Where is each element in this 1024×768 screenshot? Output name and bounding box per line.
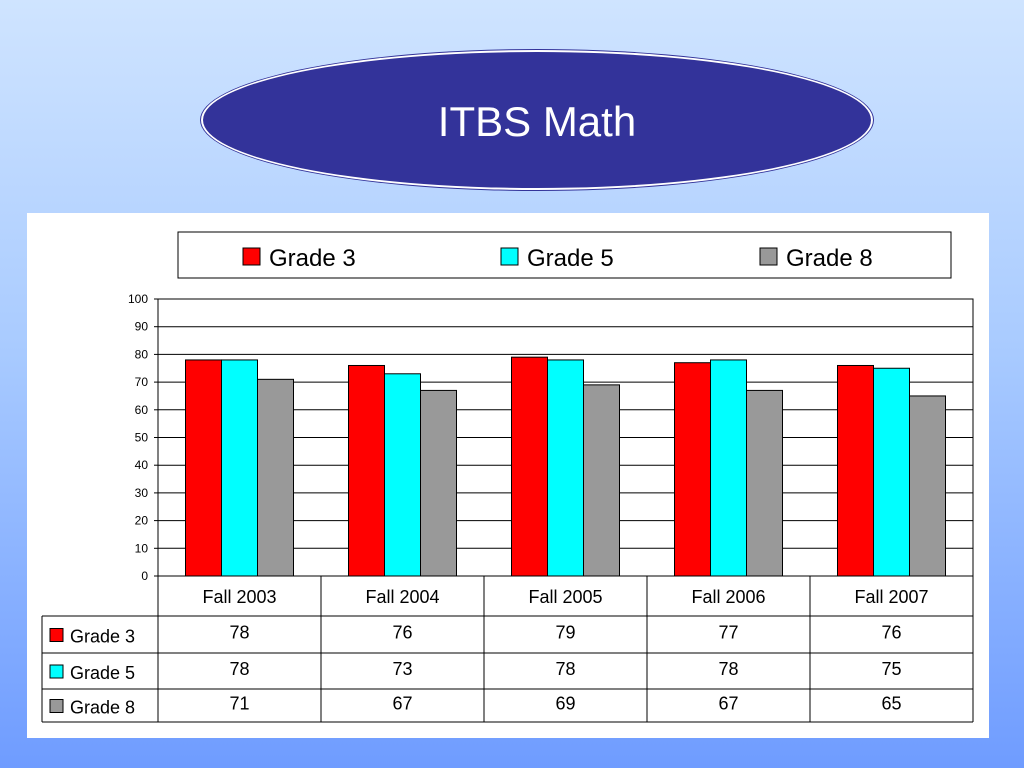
table-value: 69 bbox=[555, 694, 575, 714]
title-oval: ITBS Math bbox=[203, 52, 871, 188]
table-value: 79 bbox=[555, 623, 575, 643]
table-value: 76 bbox=[392, 623, 412, 643]
table-value: 78 bbox=[718, 659, 738, 679]
y-tick-label: 10 bbox=[135, 541, 149, 555]
bar-grade-3-fall-2004 bbox=[348, 364, 385, 577]
table-value: 71 bbox=[229, 694, 249, 714]
table-series-label: Grade 5 bbox=[70, 663, 135, 683]
y-tick-label: 90 bbox=[135, 320, 149, 334]
y-tick-label: 50 bbox=[135, 431, 149, 445]
legend-label: Grade 8 bbox=[786, 245, 873, 272]
y-tick-label: 100 bbox=[128, 292, 148, 306]
bar-grade-3-fall-2005 bbox=[511, 356, 548, 577]
table-series-label: Grade 3 bbox=[70, 627, 135, 647]
y-tick-label: 70 bbox=[135, 375, 149, 389]
y-tick-label: 30 bbox=[135, 486, 149, 500]
legend-label: Grade 3 bbox=[269, 245, 356, 272]
bar-grade-8-fall-2007 bbox=[909, 395, 946, 577]
table-value: 78 bbox=[229, 623, 249, 643]
chart-panel: 0 10 20 30 40 50 60 70 80 90 100 Grade 3 Grade 5 Grad… bbox=[27, 213, 989, 738]
y-tick-label: 60 bbox=[135, 403, 149, 417]
legend-box bbox=[177, 231, 952, 279]
legend-label: Grade 5 bbox=[527, 245, 614, 272]
bar-grade-3-fall-2006 bbox=[674, 362, 711, 577]
table-value: 67 bbox=[392, 694, 412, 714]
bar-chart: 0 10 20 30 40 50 60 70 80 90 100 Grade 3 Grade 5 Grad… bbox=[41, 231, 974, 723]
table-value: 73 bbox=[392, 659, 412, 679]
bar-grade-5-fall-2005 bbox=[547, 359, 584, 577]
table-value: 78 bbox=[229, 659, 249, 679]
legend-swatch bbox=[759, 247, 778, 266]
y-tick-label: 80 bbox=[135, 347, 149, 361]
bar-grade-3-fall-2007 bbox=[837, 364, 874, 577]
bar-grade-8-fall-2005 bbox=[583, 384, 620, 577]
table-legend-swatch bbox=[49, 664, 64, 679]
bar-grade-5-fall-2003 bbox=[221, 359, 258, 577]
table-value: 77 bbox=[718, 623, 738, 643]
category-label: Fall 2003 bbox=[202, 587, 276, 607]
slide-title: ITBS Math bbox=[437, 98, 637, 145]
table-legend-swatch bbox=[49, 699, 64, 713]
table-series-label: Grade 8 bbox=[70, 698, 135, 718]
bar-grade-5-fall-2006 bbox=[710, 359, 747, 577]
bar-grade-8-fall-2004 bbox=[420, 389, 457, 577]
bar-grade-5-fall-2007 bbox=[873, 367, 910, 577]
bar-grade-8-fall-2006 bbox=[746, 389, 783, 577]
category-label: Fall 2007 bbox=[854, 587, 928, 607]
category-label: Fall 2006 bbox=[691, 587, 765, 607]
y-tick-label: 20 bbox=[135, 514, 149, 528]
bar-grade-5-fall-2004 bbox=[384, 373, 421, 577]
table-value: 75 bbox=[881, 659, 901, 679]
y-tick-label: 40 bbox=[135, 458, 149, 472]
category-label: Fall 2004 bbox=[365, 587, 439, 607]
legend-swatch bbox=[242, 247, 261, 266]
bar-grade-8-fall-2003 bbox=[257, 378, 294, 577]
table-value: 76 bbox=[881, 623, 901, 643]
legend-swatch bbox=[500, 247, 519, 266]
table-value: 78 bbox=[555, 659, 575, 679]
table-value: 67 bbox=[718, 694, 738, 714]
y-tick-label: 0 bbox=[141, 569, 148, 583]
category-label: Fall 2005 bbox=[528, 587, 602, 607]
table-legend-swatch bbox=[49, 628, 64, 642]
table-value: 65 bbox=[881, 694, 901, 714]
bar-grade-3-fall-2003 bbox=[185, 359, 222, 577]
